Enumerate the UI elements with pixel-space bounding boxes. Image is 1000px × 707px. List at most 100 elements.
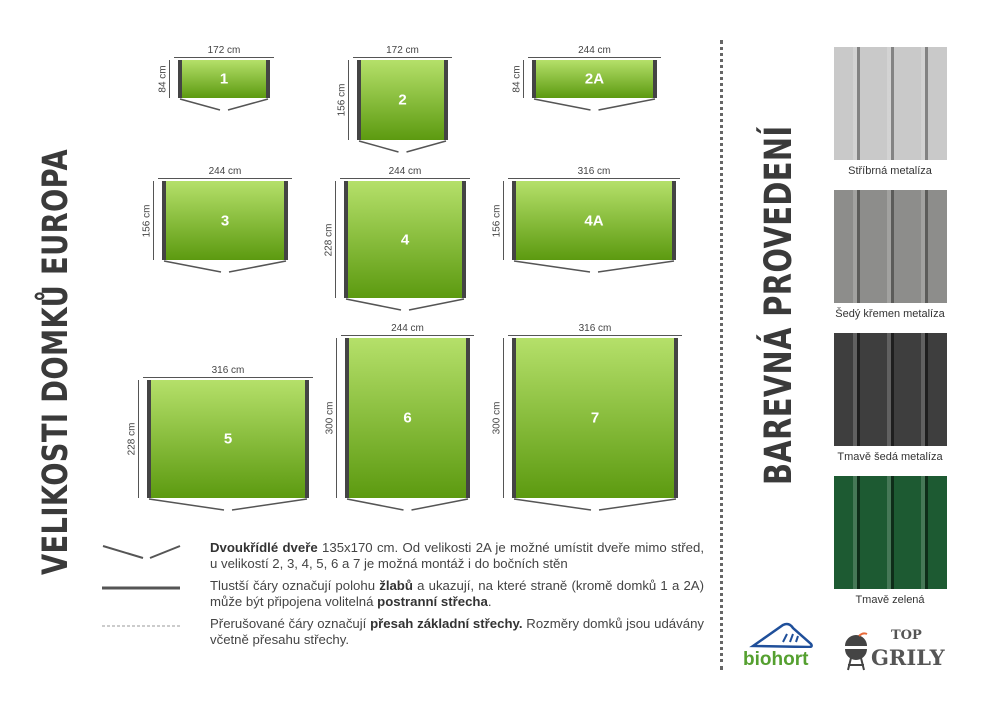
shed-4: 4 244 cm 228 cm (323, 166, 470, 311)
page-title: VELIKOSTI DOMKŮ EUROPA (36, 148, 76, 576)
legend-row-doors: Dvoukřídlé dveře 135x170 cm. Od velikost… (100, 540, 712, 572)
overhang-line-icon (102, 625, 180, 627)
legend-overhang: Přerušované čáry označují přesah základn… (210, 616, 704, 648)
shed-label: 3 (220, 212, 230, 229)
depth-dimension: 156 cm (335, 60, 349, 140)
door-icon (533, 98, 656, 111)
shed-2a: 2A 244 cm 84 cm (511, 45, 661, 111)
depth-dimension: 156 cm (490, 181, 504, 260)
width-dimension: 244 cm (528, 44, 661, 58)
topgrily-top: TOP (891, 628, 922, 643)
biohort-roof-icon (749, 622, 813, 648)
shed-footprint (147, 380, 309, 498)
shed-3: 3 244 cm 156 cm (141, 166, 292, 273)
legend-text: Tlustší čáry označují polohu (210, 578, 380, 593)
legend-bold: postranní střecha (377, 594, 488, 609)
shed-footprint (512, 181, 676, 260)
width-dimension: 244 cm (340, 165, 470, 179)
shed-label: 6 (403, 409, 412, 427)
depth-label: 300 cm (324, 401, 335, 435)
color-name: Stříbrná metalíza (848, 165, 932, 177)
legend-bold: Dvoukřídlé dveře (210, 540, 318, 555)
legend-text: 135x170 cm. Od velikosti 2A je možné umí… (210, 540, 704, 571)
legend-bold: žlabů (379, 578, 413, 593)
legend-row-gutters: Tlustší čáry označují polohu žlabů a uka… (100, 578, 712, 610)
depth-dimension: 84 cm (156, 60, 170, 98)
width-dimension: 316 cm (508, 322, 682, 336)
shed-label: 7 (590, 409, 600, 427)
depth-label: 84 cm (511, 65, 522, 93)
legend-text: a ukazují, na které straně (kromě domků … (210, 578, 704, 609)
legend: Dvoukřídlé dveře 135x170 cm. Od velikost… (100, 540, 712, 648)
shed-label: 2 (398, 91, 407, 109)
gutter-line-icon (102, 586, 180, 590)
shed-label: 2A (584, 70, 605, 88)
legend-doors: Dvoukřídlé dveře 135x170 cm. Od velikost… (210, 540, 704, 572)
legend-text: Přerušované čáry označují (210, 616, 371, 631)
shed-label: 4A (584, 212, 604, 229)
depth-dimension: 300 cm (323, 338, 337, 498)
color-swatch (834, 476, 947, 589)
shed-footprint (178, 60, 270, 98)
shed-6: 6 244 cm 300 cm (324, 323, 474, 511)
depth-dimension: 300 cm (490, 338, 504, 498)
legend-bold: přesah základní střechy. (370, 616, 523, 631)
grill-icon (845, 632, 868, 671)
depth-label: 300 cm (491, 401, 502, 435)
legend-gutters: Tlustší čáry označují polohu žlabů a uka… (210, 578, 704, 610)
shed-1: 1 172 cm 84 cm (157, 45, 274, 111)
shed-2: 2 172 cm 156 cm (336, 45, 452, 153)
shed-footprint (512, 338, 678, 498)
door-icon (102, 545, 181, 559)
shed-5: 5 316 cm 228 cm (126, 365, 313, 511)
color-swatch (834, 333, 947, 446)
depth-dimension: 156 cm (140, 181, 154, 260)
width-dimension: 316 cm (508, 165, 680, 179)
colors-title: BAREVNÁ PROVEDENÍ (757, 125, 800, 485)
width-dimension: 244 cm (341, 322, 474, 336)
shed-footprint (345, 338, 470, 498)
door-icon (345, 298, 465, 311)
shed-footprint (357, 60, 448, 140)
topgrily-logo: TOP GRILY (843, 628, 953, 676)
color-swatch (834, 47, 947, 160)
door-icon (179, 98, 269, 111)
shed-footprint (532, 60, 657, 98)
width-dimension: 172 cm (353, 44, 452, 58)
door-icon (358, 140, 447, 153)
color-name: Šedý křemen metalíza (835, 308, 945, 320)
depth-dimension: 84 cm (510, 60, 524, 98)
shed-label: 1 (219, 70, 229, 88)
shed-7: 7 316 cm 300 cm (491, 323, 682, 511)
depth-label: 156 cm (491, 204, 502, 237)
door-icon (513, 498, 677, 511)
width-dimension: 172 cm (174, 44, 274, 58)
door-icon (163, 260, 287, 273)
biohort-logo-text: biohort (743, 649, 809, 670)
depth-label: 228 cm (323, 223, 334, 256)
depth-dimension: 228 cm (125, 380, 139, 498)
depth-label: 156 cm (336, 83, 347, 117)
legend-text: . (487, 594, 492, 609)
color-name: Tmavě zelená (855, 594, 925, 606)
divider (720, 40, 723, 670)
width-dimension: 316 cm (143, 364, 313, 378)
depth-label: 228 cm (126, 422, 137, 456)
legend-row-overhang: Přerušované čáry označují přesah základn… (100, 616, 712, 648)
legend-text: Rozměry domků jsou udávány včetně přesah… (210, 616, 704, 647)
topgrily-main: GRILY (871, 645, 945, 670)
width-dimension: 244 cm (158, 165, 292, 179)
color-name: Tmavě šedá metalíza (837, 451, 943, 463)
shed-4a: 4A 316 cm 156 cm (491, 166, 680, 273)
depth-label: 84 cm (157, 65, 168, 93)
shed-label: 5 (223, 430, 233, 448)
shed-label: 4 (400, 231, 410, 248)
door-icon (346, 498, 469, 511)
shed-footprint (344, 181, 466, 298)
door-icon (148, 498, 308, 511)
door-icon (513, 260, 675, 273)
depth-label: 156 cm (141, 204, 152, 237)
biohort-logo: biohort (743, 620, 827, 672)
shed-footprint (162, 181, 288, 260)
depth-dimension: 228 cm (322, 181, 336, 298)
